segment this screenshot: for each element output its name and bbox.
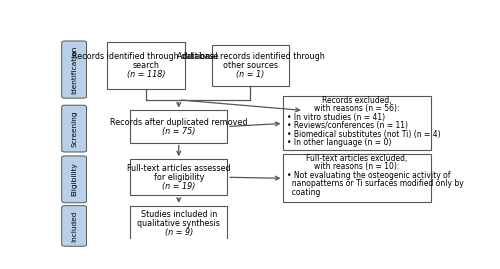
FancyBboxPatch shape [62, 206, 86, 246]
Text: Records identified through database: Records identified through database [72, 52, 219, 61]
Bar [212, 45, 289, 86]
Text: Records excluded,: Records excluded, [322, 96, 392, 105]
Text: Full-text articles excluded,: Full-text articles excluded, [306, 154, 408, 163]
Text: Full-text articles assessed: Full-text articles assessed [127, 164, 230, 173]
Text: (n = 118): (n = 118) [126, 70, 165, 79]
FancyBboxPatch shape [62, 105, 86, 152]
Text: • In other language (n = 0): • In other language (n = 0) [287, 138, 392, 147]
Text: (n = 9): (n = 9) [164, 228, 193, 237]
Text: (n = 75): (n = 75) [162, 126, 196, 136]
Text: Records after duplicated removed: Records after duplicated removed [110, 118, 248, 126]
Text: • Not evaluating the osteogenic activity of: • Not evaluating the osteogenic activity… [287, 171, 451, 180]
Text: for eligibility: for eligibility [154, 173, 204, 182]
Text: Additional records identified through: Additional records identified through [176, 52, 324, 61]
Text: other sources: other sources [223, 61, 278, 70]
Text: with reasons (n = 56):: with reasons (n = 56): [314, 104, 400, 113]
Text: Included: Included [71, 210, 77, 242]
Text: nanopatterns or Ti surfaces modified only by: nanopatterns or Ti surfaces modified onl… [287, 179, 464, 188]
Text: search: search [132, 61, 159, 70]
Bar [284, 154, 430, 202]
Text: coating: coating [287, 188, 320, 197]
Text: Eligibility: Eligibility [71, 162, 77, 196]
Text: • Biomedical substitutes (not Ti) (n = 4): • Biomedical substitutes (not Ti) (n = 4… [287, 130, 441, 139]
Text: with reasons (n = 10):: with reasons (n = 10): [314, 162, 400, 171]
Text: (n = 1): (n = 1) [236, 70, 264, 79]
Text: • In vitro studies (n = 41): • In vitro studies (n = 41) [287, 113, 386, 122]
Text: Identification: Identification [71, 45, 77, 94]
FancyBboxPatch shape [62, 41, 86, 98]
Bar [107, 42, 184, 89]
Text: • Reviews/conferences (n = 11): • Reviews/conferences (n = 11) [287, 121, 408, 130]
Text: qualitative synthesis: qualitative synthesis [138, 220, 220, 228]
FancyBboxPatch shape [62, 156, 86, 203]
Bar [284, 97, 430, 150]
Bar [130, 111, 227, 143]
Text: Studies included in: Studies included in [140, 210, 217, 220]
Text: Screening: Screening [71, 110, 77, 147]
Bar [130, 206, 227, 242]
Text: (n = 19): (n = 19) [162, 182, 196, 191]
Bar [130, 159, 227, 195]
